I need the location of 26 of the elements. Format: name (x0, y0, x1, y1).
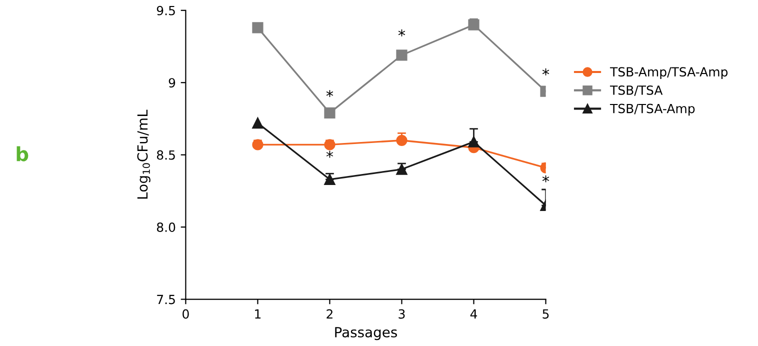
legend-label: TSB/TSA (610, 85, 663, 96)
x-axis-title: Passages (335, 327, 397, 340)
y-tick-label: 7.5 (157, 294, 175, 304)
x-tick-label: 0 (182, 309, 189, 319)
y-axis-title: Log$_{10}$CFu/mL (137, 110, 150, 199)
annotation: * (326, 90, 334, 98)
legend-label: TSB/TSA-Amp (610, 104, 695, 116)
point (252, 118, 264, 129)
point (468, 19, 480, 30)
x-tick-label: 3 (398, 309, 405, 319)
y-tick-label: 9 (168, 78, 176, 88)
text: b (16, 146, 28, 162)
annotation: * (398, 29, 406, 36)
annotation: * (326, 150, 334, 158)
point (324, 107, 336, 118)
legend-label: TSB-Amp/TSA-Amp (610, 67, 728, 79)
y-tick-label: 8.0 (156, 222, 176, 232)
y-tick-label: 9.5 (156, 6, 175, 16)
x-tick-label: 2 (326, 309, 332, 319)
x-tick-label: 5 (542, 309, 549, 319)
annotation: * (542, 68, 550, 76)
annotation: * (542, 175, 550, 182)
x-tick-label: 1 (255, 309, 261, 319)
y-tick-label: 8.5 (156, 150, 175, 160)
point (252, 22, 264, 34)
x-tick-label: 4 (470, 309, 478, 319)
